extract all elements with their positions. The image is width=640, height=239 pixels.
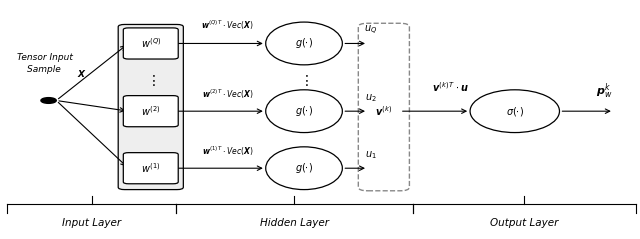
Text: $g(\cdot)$: $g(\cdot)$ [295,37,313,50]
Circle shape [41,98,56,103]
FancyBboxPatch shape [124,96,178,127]
Ellipse shape [266,22,342,65]
Text: $\boldsymbol{w^{(2)}}$: $\boldsymbol{w^{(2)}}$ [141,104,161,118]
FancyBboxPatch shape [118,24,183,190]
Text: $\boldsymbol{v}^{(k)}$: $\boldsymbol{v}^{(k)}$ [375,104,392,118]
Text: $\boldsymbol{v}^{(k)\,T}\cdot \boldsymbol{u}$: $\boldsymbol{v}^{(k)\,T}\cdot \boldsymbo… [433,81,469,94]
FancyBboxPatch shape [124,153,178,184]
FancyBboxPatch shape [358,23,410,191]
Text: Hidden Layer: Hidden Layer [260,218,329,228]
Text: $\sigma(\cdot)$: $\sigma(\cdot)$ [506,105,524,118]
Text: $\boldsymbol{w^{(1)}}$: $\boldsymbol{w^{(1)}}$ [141,161,161,175]
Text: $u_Q$: $u_Q$ [364,24,378,37]
Text: Input Layer: Input Layer [62,218,121,228]
Text: $g(\cdot)$: $g(\cdot)$ [295,104,313,118]
Text: $\boldsymbol{w^{(Q)}}$: $\boldsymbol{w^{(Q)}}$ [141,37,161,50]
Text: $u_2$: $u_2$ [365,92,377,104]
Text: $\boldsymbol{w}^{(1)\,T}\cdot Vec(\boldsymbol{X})$: $\boldsymbol{w}^{(1)\,T}\cdot Vec(\bolds… [202,144,253,158]
Text: $\boldsymbol{p}_w^k$: $\boldsymbol{p}_w^k$ [596,81,612,101]
Text: Output Layer: Output Layer [490,218,559,228]
Text: $\vdots$: $\vdots$ [146,73,156,88]
Text: $\boldsymbol{w}^{(Q)\,T}\cdot Vec(\boldsymbol{X})$: $\boldsymbol{w}^{(Q)\,T}\cdot Vec(\bolds… [201,19,253,32]
Text: $\boldsymbol{w}^{(2)\,T}\cdot Vec(\boldsymbol{X})$: $\boldsymbol{w}^{(2)\,T}\cdot Vec(\bolds… [202,88,253,101]
Text: $\boldsymbol{X}$: $\boldsymbol{X}$ [77,68,86,79]
FancyBboxPatch shape [124,28,178,59]
Text: $u_1$: $u_1$ [365,149,377,161]
Ellipse shape [470,90,559,133]
Text: $\vdots$: $\vdots$ [300,73,309,88]
Ellipse shape [266,147,342,190]
Text: $g(\cdot)$: $g(\cdot)$ [295,161,313,175]
Text: Tensor Input
Sample: Tensor Input Sample [17,53,74,74]
Ellipse shape [266,90,342,133]
